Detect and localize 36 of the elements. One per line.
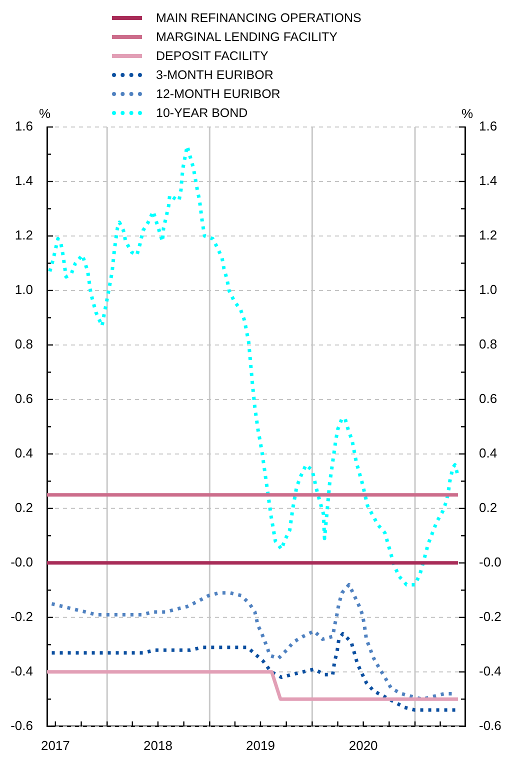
x-tick-label: 2017 — [40, 738, 70, 753]
y-tick-label: -0.2 — [10, 608, 33, 624]
y2-tick-label: 1.4 — [479, 173, 498, 188]
y2-tick-label: 0.2 — [479, 500, 498, 516]
legend-label: MARGINAL LENDING FACILITY — [156, 30, 338, 44]
y2-axis-title: % — [461, 106, 474, 122]
y2-tick-label: -0.0 — [479, 554, 502, 570]
y-tick-label: 1.2 — [14, 228, 33, 243]
y-tick-label: -0.0 — [10, 554, 33, 570]
y-tick-label: 1.0 — [14, 282, 33, 298]
y2-tick-label: 0.4 — [479, 446, 498, 461]
y-tick-label: 0.6 — [14, 391, 33, 406]
y-tick-label: -0.4 — [10, 663, 33, 678]
y-tick-label: 0.2 — [14, 500, 33, 516]
legend-label: MAIN REFINANCING OPERATIONS — [156, 10, 362, 24]
x-tick-label: 2018 — [144, 738, 172, 753]
y2-tick-label: 1.6 — [479, 118, 498, 134]
y-tick-label: 0.4 — [14, 446, 33, 461]
y2-tick-label: 1.2 — [479, 228, 498, 243]
y2-tick-label: 0.8 — [479, 336, 498, 352]
y-tick-label: 0.8 — [14, 336, 33, 352]
legend-label: DEPOSIT FACILITY — [156, 48, 268, 62]
y2-tick-label: -0.4 — [479, 663, 502, 678]
x-tick-label: 2019 — [246, 738, 275, 753]
legend-label: 3-MONTH EURIBOR — [156, 68, 274, 82]
legend-label: 12-MONTH EURIBOR — [156, 86, 280, 100]
x-tick-label: 2020 — [348, 738, 378, 753]
y-tick-label: 1.4 — [14, 173, 33, 188]
y2-tick-label: 0.6 — [479, 391, 498, 406]
legend-label: 10-YEAR BOND — [156, 106, 248, 120]
y-tick-label: -0.6 — [10, 718, 33, 733]
y2-tick-label: 1.0 — [479, 282, 498, 298]
y2-tick-label: -0.6 — [479, 718, 502, 733]
y-axis-title: % — [39, 106, 51, 122]
y2-tick-label: -0.2 — [479, 608, 502, 624]
y-tick-label: 1.6 — [14, 118, 33, 134]
